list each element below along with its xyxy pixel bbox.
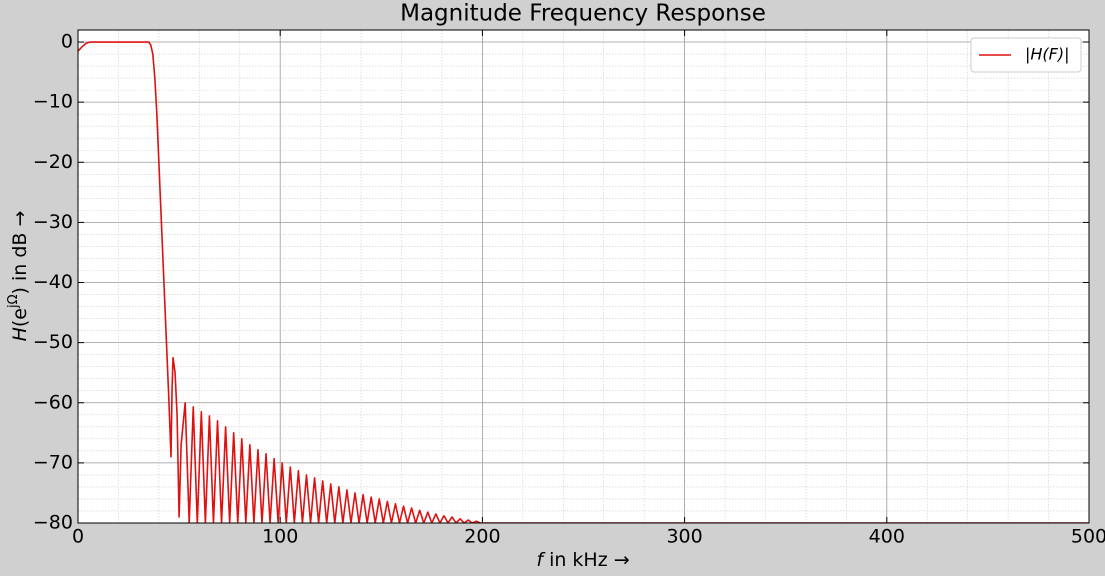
legend-box: [970, 37, 1082, 73]
x-tick-label: 0: [72, 526, 84, 548]
labels: 0 100 200 300 400 500 0 −10 −20 −30 −40 −50 −60 −70 −8…: [33, 30, 1105, 548]
y-tick-label: −70: [33, 451, 73, 473]
plot-frame: [77, 29, 1090, 524]
x-label-part: in kHz →: [543, 549, 630, 571]
legend-label: |H(F)|: [1025, 45, 1070, 64]
y-label-part: jΩ: [6, 294, 21, 309]
x-tick-label: 500: [1071, 526, 1105, 548]
y-tick-label: −20: [33, 151, 73, 173]
x-axis-label: f in kHz →: [536, 549, 629, 571]
y-tick-label: −30: [33, 211, 73, 233]
y-label-part: (e: [9, 308, 31, 327]
y-label-part: ) in dB →: [9, 211, 31, 295]
x-tick-label: 200: [464, 526, 500, 548]
plot-area: [78, 30, 1089, 523]
x-tick-label: 400: [869, 526, 905, 548]
chart-title: Magnitude Frequency Response: [400, 1, 766, 27]
y-label-part: H: [9, 327, 31, 341]
line-series: [78, 41, 1089, 523]
y-tick-label: −80: [33, 512, 73, 534]
lines: [78, 41, 1089, 523]
x-tick-label: 100: [262, 526, 298, 548]
legend: |H(F)|: [970, 37, 1082, 73]
y-tick-label: −50: [33, 331, 73, 353]
y-tick-label: −10: [33, 91, 73, 113]
y-tick-label: 0: [61, 31, 73, 53]
y-axis-label: H(ejΩ) in dB →: [6, 211, 31, 342]
y-tick-label: −60: [33, 391, 73, 413]
x-tick-label: 300: [666, 526, 702, 548]
y-tick-label: −40: [33, 271, 73, 293]
x-label-part: f: [536, 549, 546, 571]
